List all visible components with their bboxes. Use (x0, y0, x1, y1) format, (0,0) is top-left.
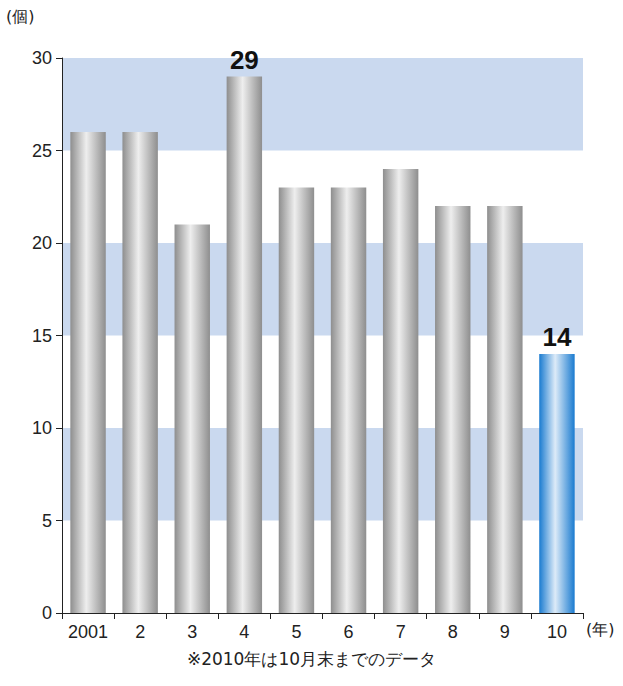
svg-text:8: 8 (448, 622, 458, 642)
svg-text:※2010年は10月末までのデータ: ※2010年は10月末までのデータ (187, 649, 436, 669)
svg-text:20: 20 (32, 233, 52, 253)
svg-text:29: 29 (230, 45, 259, 75)
svg-text:15: 15 (32, 326, 52, 346)
svg-text:6: 6 (344, 622, 354, 642)
svg-text:14: 14 (542, 322, 571, 352)
svg-text:4: 4 (239, 622, 249, 642)
svg-text:9: 9 (500, 622, 510, 642)
svg-text:10: 10 (547, 622, 567, 642)
svg-text:5: 5 (291, 622, 301, 642)
svg-text:(年): (年) (586, 620, 614, 639)
svg-text:(個): (個) (6, 7, 34, 26)
svg-text:5: 5 (42, 511, 52, 531)
svg-text:25: 25 (32, 141, 52, 161)
svg-text:2: 2 (135, 622, 145, 642)
svg-text:30: 30 (32, 48, 52, 68)
svg-text:2001: 2001 (68, 622, 108, 642)
svg-text:7: 7 (396, 622, 406, 642)
svg-text:0: 0 (42, 603, 52, 623)
svg-text:10: 10 (32, 418, 52, 438)
svg-text:3: 3 (187, 622, 197, 642)
